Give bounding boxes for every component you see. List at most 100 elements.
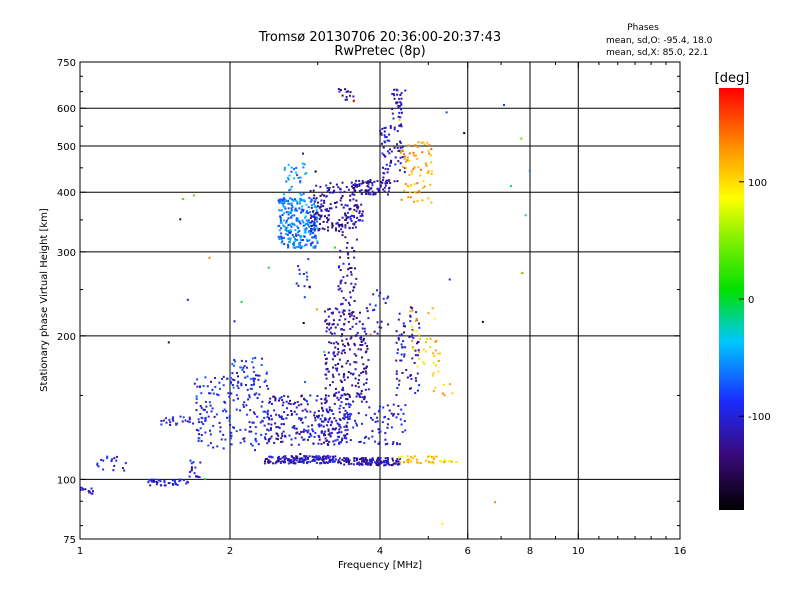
data-point [334, 346, 337, 349]
data-point [282, 423, 285, 426]
data-point [251, 444, 254, 447]
data-point [278, 238, 281, 240]
data-point [426, 141, 429, 144]
data-point [302, 166, 305, 169]
data-point [304, 458, 307, 461]
data-point [80, 486, 83, 489]
data-point [386, 442, 389, 445]
data-point [294, 437, 297, 440]
data-point [428, 152, 431, 155]
data-point [347, 344, 350, 346]
data-point [269, 455, 272, 458]
data-point [413, 154, 415, 157]
data-point [309, 460, 312, 463]
data-point [328, 460, 331, 463]
data-point [314, 170, 317, 173]
data-point [374, 440, 377, 443]
data-point [253, 380, 256, 383]
data-point [188, 416, 191, 419]
data-point [165, 421, 168, 424]
data-point [189, 471, 191, 473]
data-point [287, 402, 290, 405]
data-point [287, 237, 290, 240]
data-point [242, 437, 245, 440]
data-point [421, 199, 424, 202]
data-point [348, 461, 350, 464]
data-point [284, 435, 287, 438]
data-point [208, 256, 211, 259]
data-point [377, 428, 380, 431]
data-point [287, 213, 290, 216]
data-point [318, 425, 321, 428]
data-point [503, 104, 505, 106]
data-point [404, 346, 407, 349]
data-point [257, 378, 260, 381]
data-point [282, 224, 285, 227]
data-point [389, 148, 391, 151]
data-point [288, 458, 291, 461]
data-point [300, 194, 303, 196]
data-point [261, 357, 263, 360]
data-point [416, 389, 419, 392]
data-point [319, 215, 322, 218]
data-point [390, 464, 393, 466]
data-point [416, 461, 419, 464]
x-tick-label: 1 [77, 546, 83, 557]
data-point [426, 337, 428, 340]
data-point [233, 320, 236, 323]
data-point [162, 419, 165, 422]
data-point [171, 483, 174, 485]
data-point [425, 164, 428, 167]
data-point [301, 219, 304, 222]
data-point [320, 214, 323, 217]
data-point [441, 392, 444, 395]
data-point [374, 304, 377, 307]
data-point [197, 440, 200, 442]
data-point [285, 211, 288, 214]
data-point [354, 267, 356, 270]
data-point [327, 218, 330, 221]
data-point [343, 418, 346, 420]
data-point [363, 327, 366, 330]
data-point [338, 219, 341, 221]
chart-subtitle: RwPretec (8p) [334, 44, 425, 59]
data-point [346, 416, 349, 418]
data-point [346, 252, 349, 255]
data-point [287, 163, 290, 166]
data-point [272, 395, 275, 398]
data-point [350, 214, 353, 217]
data-point [402, 325, 405, 328]
data-point [369, 464, 372, 466]
data-point [391, 112, 394, 115]
data-point [230, 431, 233, 434]
data-point [304, 224, 307, 227]
data-point [399, 151, 402, 154]
data-point [358, 179, 361, 182]
data-point [388, 463, 391, 466]
data-point [271, 456, 274, 459]
data-point [231, 363, 234, 365]
data-point [384, 438, 387, 441]
data-point [327, 394, 330, 397]
data-point [312, 458, 315, 461]
data-point [344, 457, 347, 460]
data-point [313, 414, 316, 417]
data-point [353, 457, 356, 460]
data-point [393, 94, 396, 97]
legend-heading: Phases [627, 23, 659, 33]
data-point [333, 417, 336, 420]
data-point [353, 342, 356, 345]
data-point [393, 126, 396, 129]
data-point [382, 459, 385, 462]
data-point [327, 210, 330, 213]
data-point [372, 458, 375, 461]
data-point [385, 179, 388, 182]
data-point [417, 166, 420, 169]
data-point [332, 375, 335, 378]
data-point [406, 458, 409, 461]
data-point [427, 170, 430, 173]
data-point [256, 374, 259, 377]
data-point [259, 421, 262, 424]
data-point [291, 455, 294, 458]
data-point [316, 211, 319, 214]
